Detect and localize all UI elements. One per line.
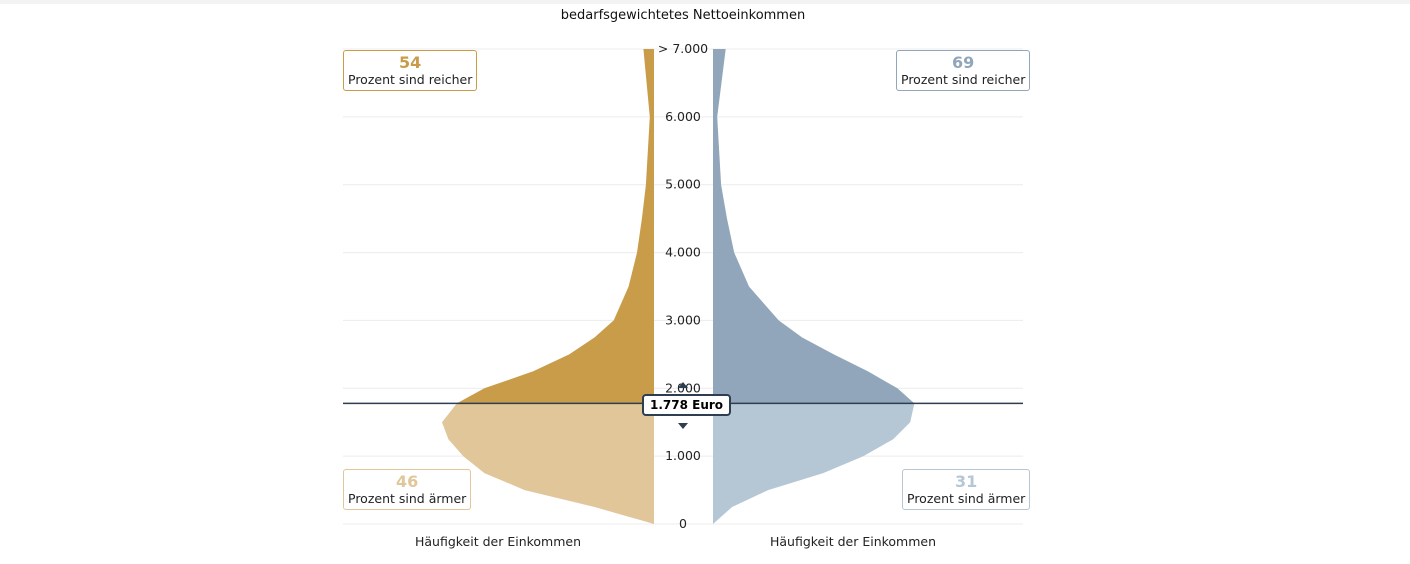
y-tick-label: 6.000: [665, 109, 701, 124]
arrow-up-icon: [678, 382, 688, 388]
right-poorer-box: 31 Prozent sind ärmer: [902, 469, 1031, 510]
left-poorer-label: Prozent sind ärmer: [348, 491, 467, 506]
left-violin-above: [456, 49, 654, 404]
left-richer-value: 54: [399, 53, 422, 72]
y-tick-label: 5.000: [665, 177, 701, 192]
y-tick-label: 3.000: [665, 312, 701, 327]
y-tick-label: 4.000: [665, 245, 701, 260]
right-poorer-label: Prozent sind ärmer: [907, 491, 1026, 506]
left-violin-below: [442, 403, 654, 524]
right-richer-box: 69 Prozent sind reicher: [896, 50, 1031, 91]
left-poorer-value: 46: [396, 472, 419, 491]
left-poorer-box: 46 Prozent sind ärmer: [343, 469, 472, 510]
right-poorer-value: 31: [955, 472, 978, 491]
y-tick-label: 1.000: [665, 448, 701, 463]
right-violin-above: [713, 49, 915, 404]
x-label-right: Häufigkeit der Einkommen: [769, 534, 937, 549]
right-richer-value: 69: [952, 53, 975, 72]
income-marker-handle[interactable]: 1.778 Euro: [642, 394, 732, 416]
y-tick-label: > 7.000: [658, 41, 708, 56]
y-tick-label: 0: [679, 516, 687, 531]
x-label-left: Häufigkeit der Einkommen: [414, 534, 582, 549]
right-richer-label: Prozent sind reicher: [901, 72, 1026, 87]
top-bar: [0, 0, 1410, 4]
left-richer-box: 54 Prozent sind reicher: [343, 50, 478, 91]
chart-title: bedarfsgewichtetes Nettoeinkommen: [560, 8, 806, 23]
right-violin-below: [713, 403, 915, 524]
left-richer-label: Prozent sind reicher: [348, 72, 473, 87]
arrow-down-icon: [678, 423, 688, 429]
